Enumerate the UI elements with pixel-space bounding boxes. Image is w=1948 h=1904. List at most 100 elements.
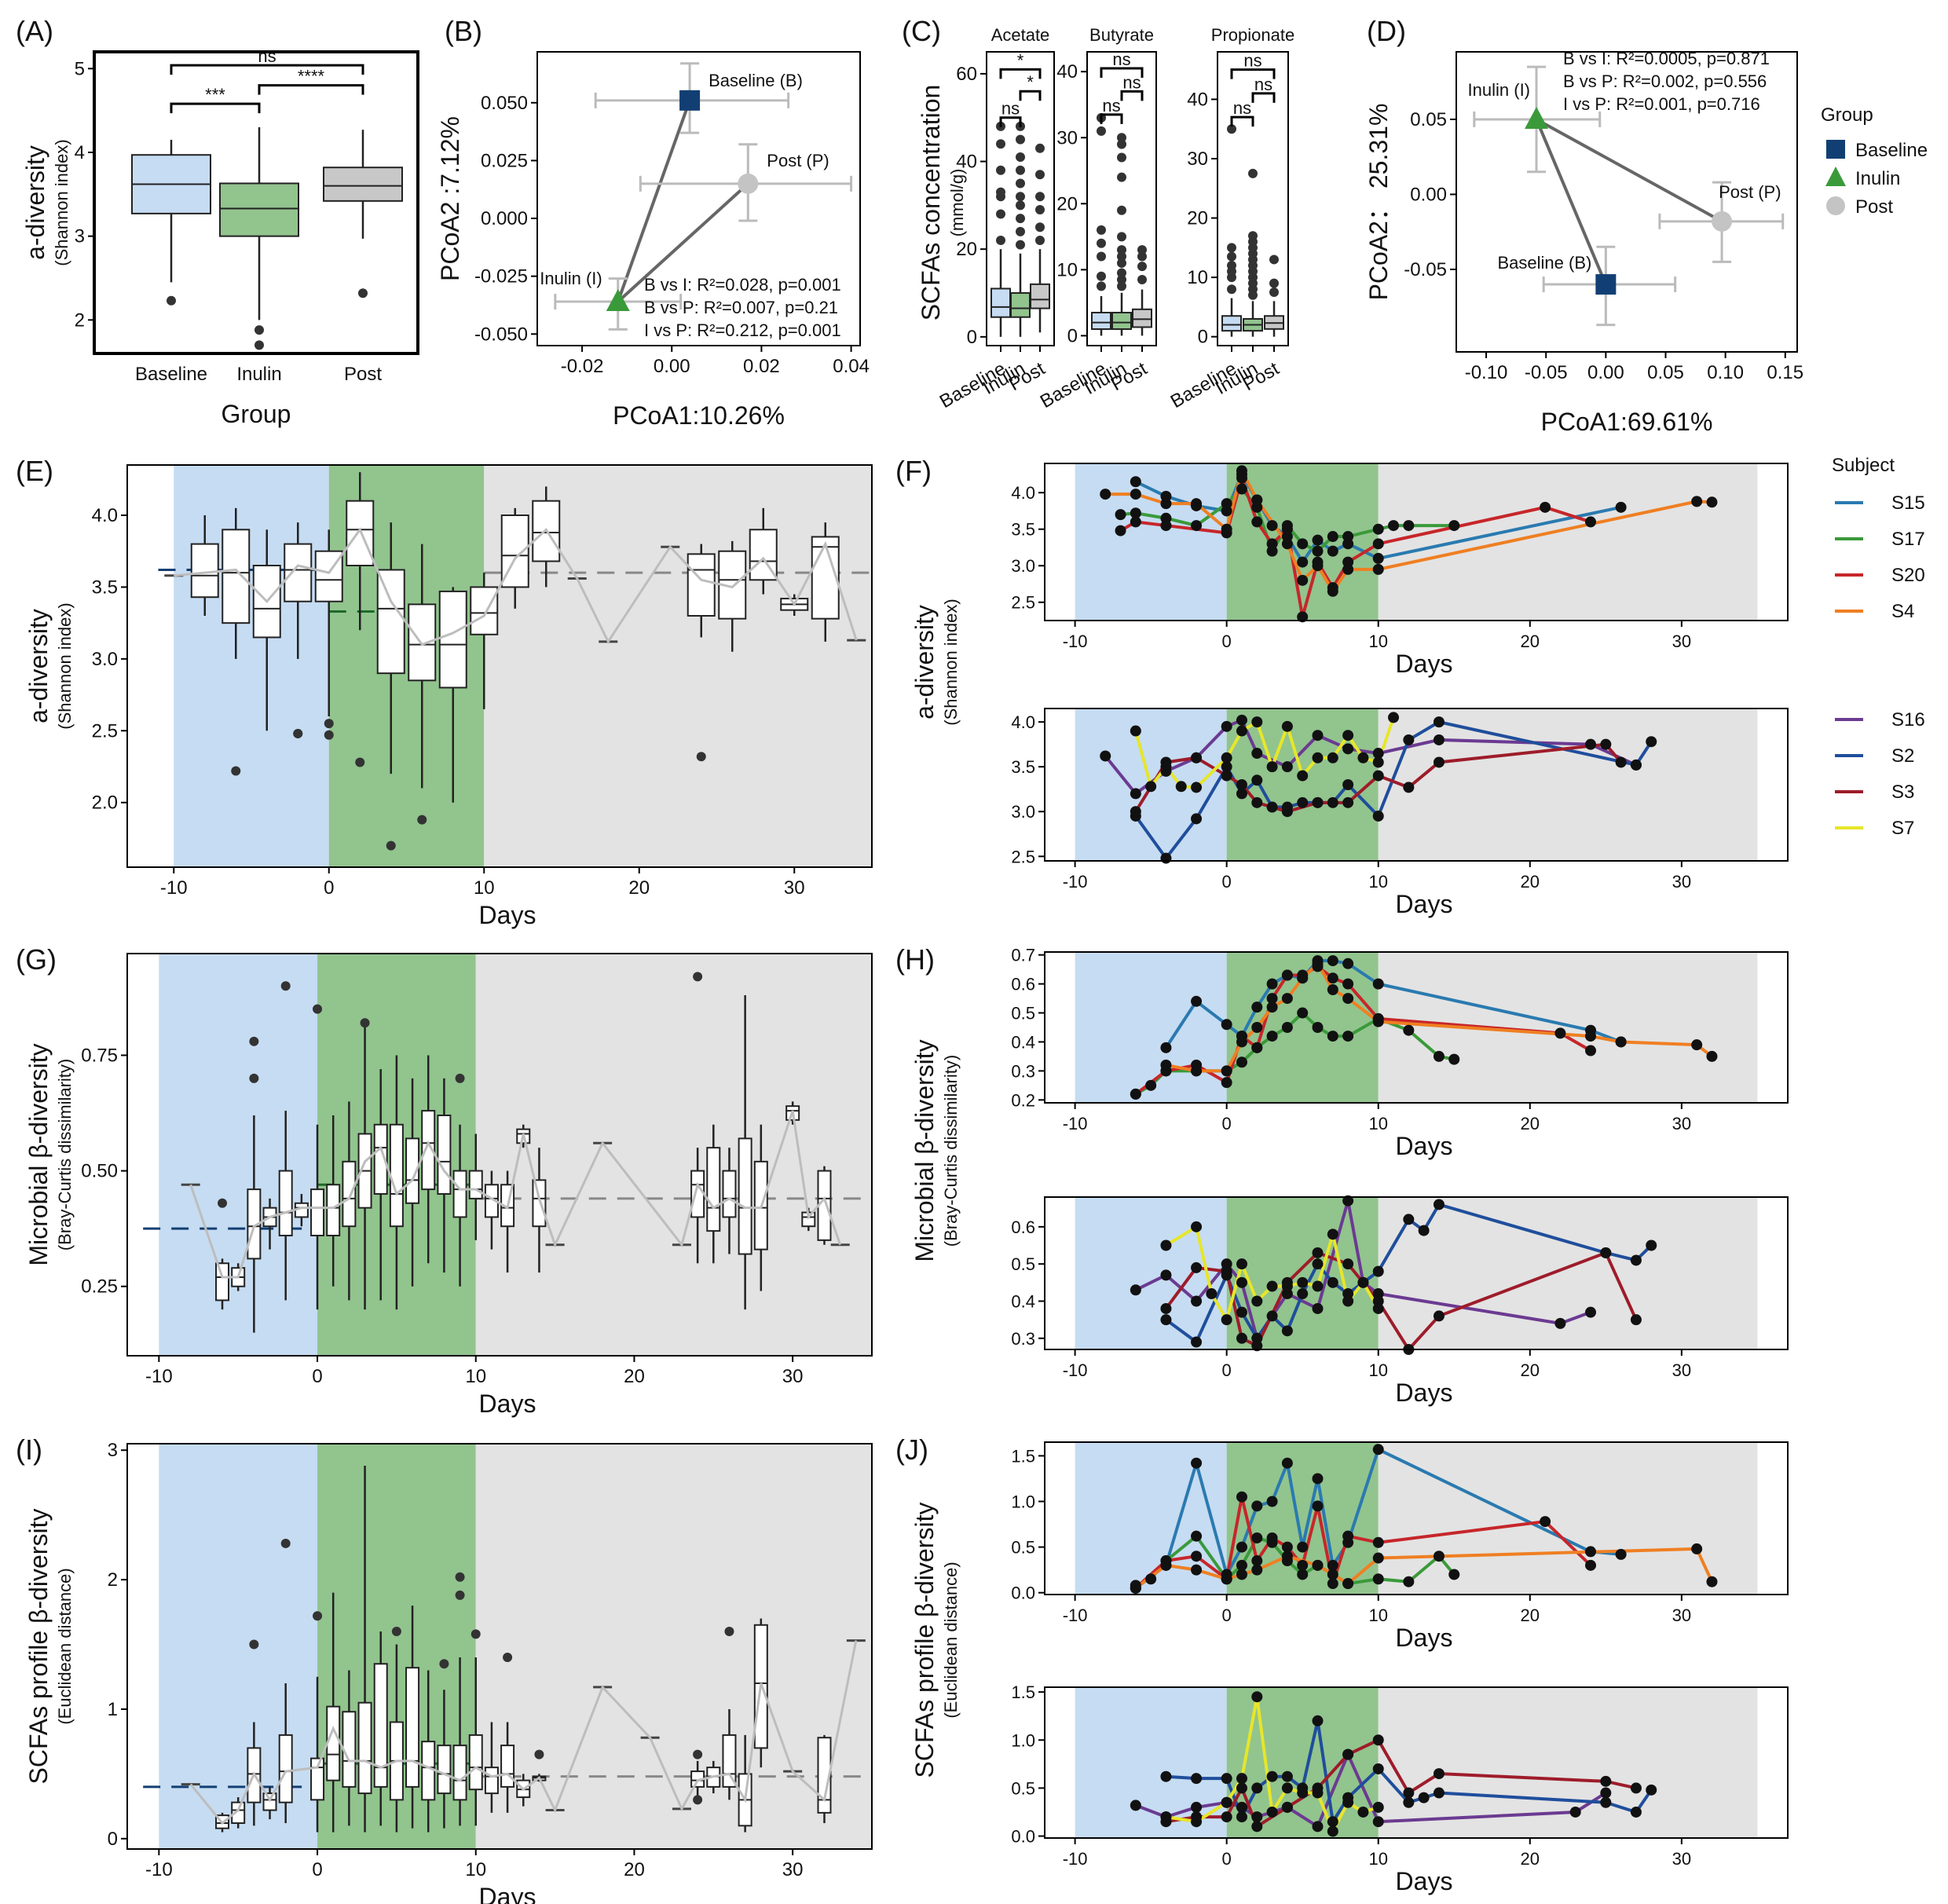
data-point (1433, 716, 1445, 728)
box-body (323, 167, 403, 202)
data-point (1372, 1552, 1384, 1564)
panel-letter: (C) (902, 15, 941, 47)
box-body (470, 586, 499, 635)
data-point (1236, 1056, 1247, 1068)
data-point (1145, 1573, 1157, 1585)
y-tick-label: 0.7 (1011, 946, 1035, 965)
data-point (1251, 1532, 1263, 1543)
data-point (1221, 770, 1232, 782)
outlier-point (1137, 251, 1147, 262)
data-point (1327, 984, 1338, 995)
data-point (1191, 520, 1203, 532)
data-point (1297, 1559, 1309, 1571)
plot-frame (1044, 1686, 1789, 1839)
series-line-s2 (1165, 1203, 1653, 1345)
point-label: Baseline (B) (709, 71, 803, 90)
significance-label: ns (1254, 75, 1272, 94)
phase-background (159, 1444, 318, 1849)
x-tick-label: 20 (1521, 1114, 1540, 1133)
x-tick-label: 20 (1521, 1606, 1540, 1625)
significance-bracket (1100, 113, 1123, 124)
y-axis-subtitle: (Euclidean distance) (55, 1568, 75, 1724)
data-point (1251, 1042, 1263, 1053)
data-point (1236, 1811, 1247, 1823)
post-legend-key (1826, 196, 1845, 215)
data-point (1221, 720, 1232, 732)
data-point (1115, 525, 1126, 536)
data-point (1191, 1801, 1203, 1813)
x-tick-label: 30 (1672, 1360, 1691, 1380)
point-label: Post (P) (1719, 182, 1781, 202)
data-point (1327, 1569, 1338, 1580)
y-tick-label: 0.6 (1011, 1217, 1035, 1237)
x-tick-label: -10 (1063, 1114, 1088, 1133)
phase-background (1226, 709, 1379, 861)
data-point (1297, 796, 1309, 808)
significance-bracket (999, 116, 1022, 127)
x-tick-label: -10 (1063, 632, 1088, 651)
data-point (1312, 752, 1324, 763)
outlier-point (1097, 271, 1106, 281)
point-label: Inulin (I) (1468, 80, 1530, 100)
data-point (1160, 1302, 1172, 1314)
inulin-legend-key (1825, 167, 1846, 186)
data-point (1236, 465, 1247, 477)
data-point (1372, 1016, 1384, 1027)
data-point (1251, 1022, 1263, 1033)
y-axis-title: SCFAs profile β-diversity (24, 1509, 53, 1785)
x-tick-label: -10 (145, 1859, 173, 1880)
y-tick-label: 2 (108, 1569, 118, 1591)
data-point (1191, 1551, 1203, 1562)
data-point (1236, 779, 1247, 790)
data-point (1251, 494, 1263, 506)
baseline-legend-key (1826, 140, 1845, 159)
data-point (1433, 1310, 1445, 1322)
data-point (1403, 782, 1415, 793)
y-tick-label: 4.0 (1011, 483, 1035, 503)
data-point (1327, 796, 1338, 808)
data-point (1554, 1027, 1566, 1039)
x-tick-label: 30 (1672, 1849, 1691, 1869)
y-tick-label: 2 (75, 309, 85, 331)
y-tick-label: 10 (1056, 259, 1078, 280)
y-axis-title: PCoA2 :7.12% (436, 116, 464, 281)
y-axis-title: SCFAs concentration (917, 85, 945, 321)
data-point (1691, 1543, 1703, 1554)
phase-background (475, 954, 872, 1356)
y-tick-label: 1.5 (1011, 1682, 1035, 1702)
significance-bracket (170, 64, 364, 75)
data-point (1236, 725, 1247, 737)
data-point (1251, 1001, 1263, 1013)
y-axis-title: Microbial β-diversity (910, 1039, 939, 1261)
panel-letter: (G) (16, 943, 57, 976)
data-point (1221, 1773, 1232, 1785)
x-tick-label: -0.02 (561, 356, 604, 377)
data-point (1372, 1265, 1384, 1277)
data-point (1372, 770, 1384, 782)
data-point (1630, 1782, 1642, 1794)
box-body (376, 569, 405, 675)
y-axis-subtitle: (Shannon index) (941, 599, 961, 725)
box-body (389, 1123, 404, 1228)
data-point (1251, 1564, 1263, 1576)
point-label: Inulin (I) (540, 269, 602, 288)
panel-letter: (E) (16, 455, 53, 487)
data-point (1266, 1496, 1278, 1507)
outlier-point (1035, 204, 1045, 214)
x-tick-label: -10 (145, 1366, 173, 1387)
box-body (690, 1170, 705, 1218)
data-point (1372, 563, 1384, 575)
phase-background (159, 954, 318, 1356)
outlier-point (249, 1036, 259, 1046)
box-body (408, 603, 437, 682)
outlier-point (1097, 225, 1106, 235)
box-body (437, 1114, 452, 1195)
plot-frame (126, 1443, 873, 1850)
data-point (1357, 1806, 1369, 1818)
y-axis-subtitle: (Shannon index) (52, 139, 71, 265)
x-tick-label: 0 (1222, 1606, 1232, 1625)
x-tick-label: 30 (1672, 1114, 1691, 1133)
data-point (1221, 1265, 1232, 1277)
y-tick-label: 3.5 (1011, 520, 1035, 540)
y-tick-label: 0.0 (1011, 1584, 1035, 1603)
